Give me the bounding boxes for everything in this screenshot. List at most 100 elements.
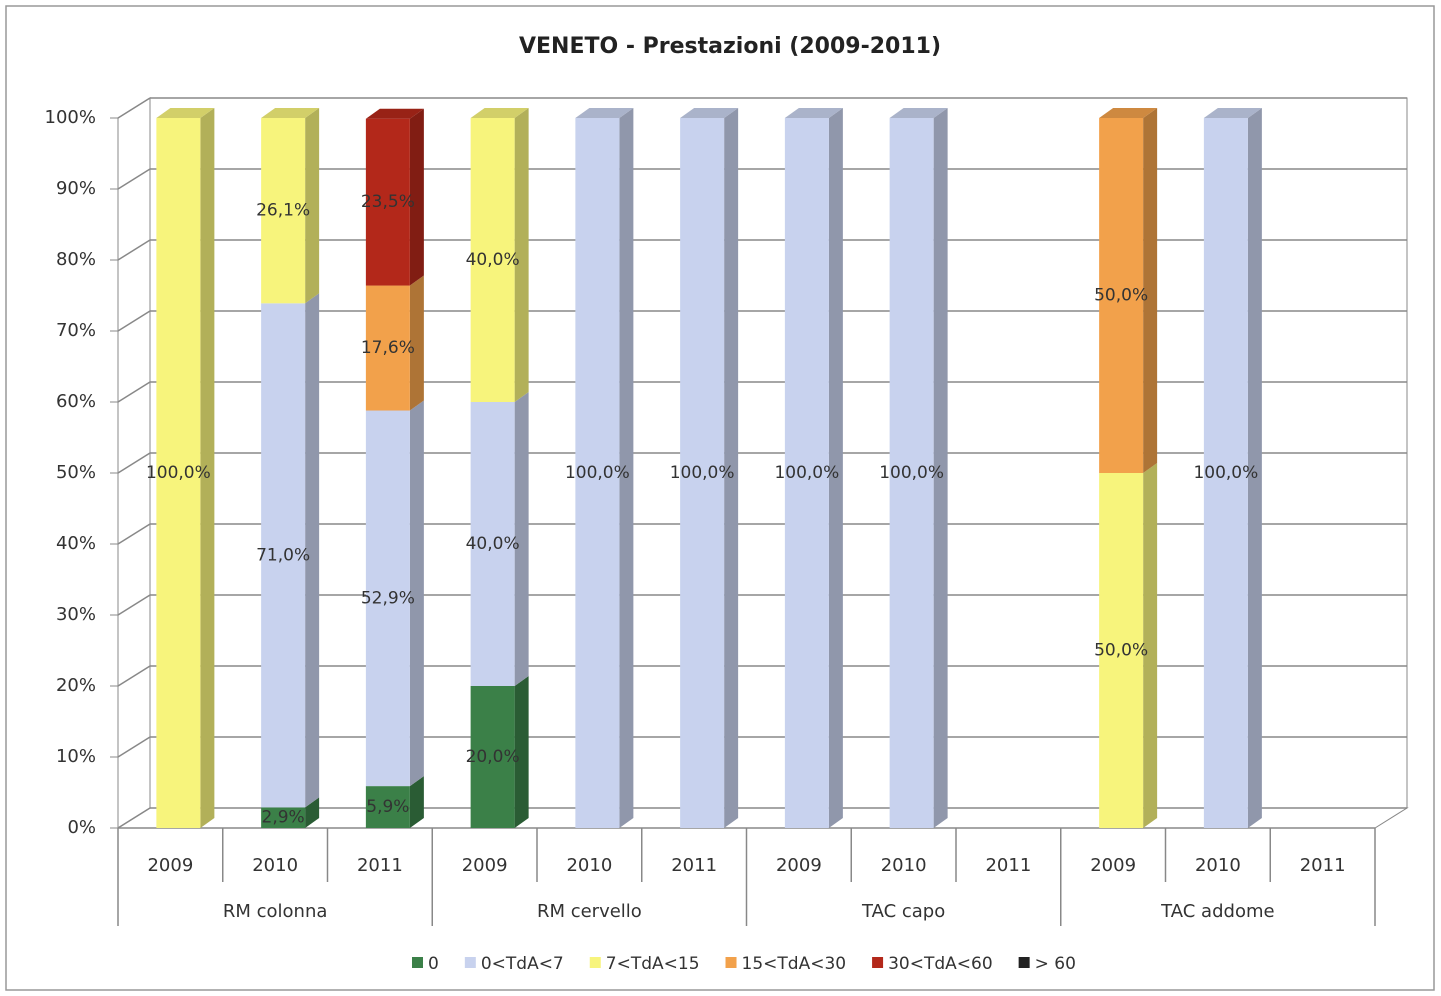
bar-side <box>1143 463 1158 828</box>
bar <box>1203 118 1248 828</box>
x-tick-label: 2010 <box>881 855 927 876</box>
legend-label: 0 <box>428 954 439 974</box>
bar <box>156 118 201 828</box>
bar-side <box>305 797 320 828</box>
data-label: 100,0% <box>670 463 735 483</box>
bar-top <box>365 108 424 119</box>
bar-top <box>784 108 843 118</box>
data-label: 40,0% <box>466 250 520 270</box>
data-label: 100,0% <box>774 463 839 483</box>
bar-top <box>1099 108 1158 118</box>
data-label: 50,0% <box>1094 286 1148 306</box>
chart-title: VENETO - Prestazioni (2009-2011) <box>519 34 941 59</box>
data-label: 71,0% <box>256 545 310 565</box>
x-tick-label: 2009 <box>147 855 193 876</box>
legend-label: 0<TdA<7 <box>481 954 564 974</box>
y-tick-label: 80% <box>56 249 96 270</box>
bar <box>889 118 934 828</box>
group-label: TAC capo <box>861 901 945 922</box>
y-tick-label: 40% <box>56 533 96 554</box>
grid-line-side <box>117 594 151 616</box>
bar-top <box>889 108 948 118</box>
bar-top <box>156 108 215 118</box>
x-tick-label: 2011 <box>985 855 1031 876</box>
y-tick-label: 30% <box>56 604 96 625</box>
y-tick-label: 50% <box>56 462 96 483</box>
bar <box>365 285 410 411</box>
grid-line-side <box>117 736 151 758</box>
y-tick-label: 100% <box>45 107 96 128</box>
grid-line-side <box>117 665 151 687</box>
bar <box>365 118 410 286</box>
bar-side <box>514 392 529 686</box>
legend-label: 15<TdA<30 <box>742 954 847 974</box>
bar <box>784 118 829 828</box>
data-label: 5,9% <box>366 797 409 817</box>
legend-label: 30<TdA<60 <box>888 954 993 974</box>
legend-swatch <box>872 957 884 968</box>
x-tick-label: 2009 <box>1090 855 1136 876</box>
bar <box>1099 473 1144 828</box>
data-label: 100,0% <box>1193 463 1258 483</box>
bar-side <box>724 108 739 828</box>
bar-side <box>409 275 424 411</box>
bar-top <box>680 108 739 118</box>
bar <box>365 786 410 828</box>
data-label: 100,0% <box>146 463 211 483</box>
bar-side <box>828 108 843 828</box>
bar <box>470 402 515 686</box>
bar-side <box>514 676 529 828</box>
y-tick-label: 20% <box>56 675 96 696</box>
data-label: 40,0% <box>466 534 520 554</box>
bar-side <box>1247 108 1262 828</box>
data-label: 100,0% <box>879 463 944 483</box>
bar <box>261 807 306 828</box>
data-label: 2,9% <box>262 808 305 828</box>
bar <box>680 118 725 828</box>
bar-side <box>409 400 424 787</box>
y-tick-label: 0% <box>67 817 96 838</box>
bar-top <box>261 108 320 118</box>
x-tick-label: 2010 <box>252 855 298 876</box>
bar-side <box>305 293 320 808</box>
y-tick-label: 60% <box>56 391 96 412</box>
bar <box>365 410 410 787</box>
bar-side <box>409 776 424 828</box>
bar-side <box>409 108 424 286</box>
data-label: 17,6% <box>361 338 415 358</box>
x-tick-label: 2010 <box>566 855 612 876</box>
x-tick-label: 2010 <box>1195 855 1241 876</box>
y-tick-label: 70% <box>56 320 96 341</box>
data-label: 50,0% <box>1094 641 1148 661</box>
data-label: 23,5% <box>361 192 415 212</box>
group-label: TAC addome <box>1160 901 1274 922</box>
grid-line-side <box>117 239 151 261</box>
grid-line-side <box>117 807 151 829</box>
y-tick-label: 10% <box>56 746 96 767</box>
legend-swatch <box>412 957 423 968</box>
legend-swatch <box>464 957 476 968</box>
x-tick-label: 2009 <box>776 855 822 876</box>
bar-side <box>619 108 634 828</box>
y-tick-label: 90% <box>56 178 96 199</box>
group-label: RM colonna <box>223 901 328 922</box>
grid-line-side <box>117 97 151 119</box>
bar <box>1099 118 1144 473</box>
x-tick-label: 2011 <box>1300 855 1346 876</box>
bar-top <box>1203 108 1262 118</box>
legend-swatch <box>1018 957 1030 968</box>
legend-swatch <box>589 957 601 968</box>
grid-line-side <box>117 523 151 545</box>
bar <box>470 686 515 828</box>
bar <box>261 118 306 304</box>
bar-top <box>575 108 634 118</box>
bar-side <box>514 108 529 402</box>
grid-line-side <box>117 452 151 474</box>
bar-side <box>1143 108 1158 473</box>
legend-label: 7<TdA<15 <box>606 954 700 974</box>
data-label: 26,1% <box>256 201 310 221</box>
data-label: 20,0% <box>466 747 520 767</box>
bar-top <box>470 108 529 118</box>
legend-label: > 60 <box>1035 954 1076 974</box>
